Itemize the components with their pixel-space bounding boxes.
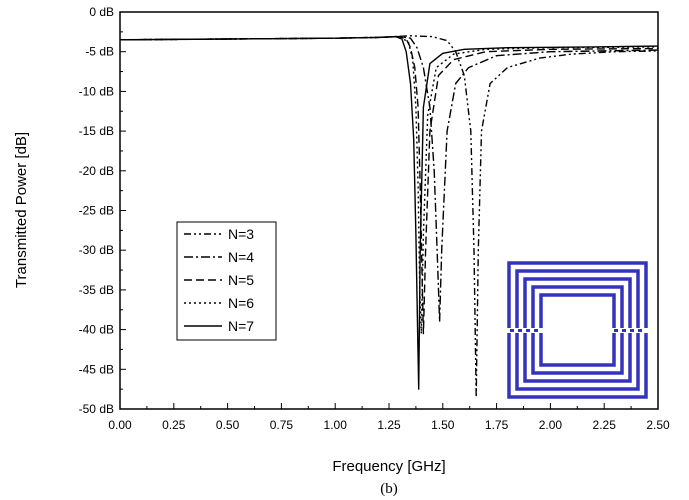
y-tick-label: -40 dB (79, 323, 114, 337)
resonator-ring (531, 285, 624, 375)
resonator-ring (539, 293, 616, 367)
resonator-gap-left (505, 328, 545, 333)
x-axis-title: Frequency [GHz] (332, 458, 445, 475)
resonator-dash (518, 329, 522, 332)
resonator-dash (630, 329, 634, 332)
x-tick-label: 2.00 (539, 418, 563, 432)
y-tick-label: 0 dB (89, 5, 114, 19)
resonator-dash (638, 329, 642, 332)
x-tick-label: 2.50 (646, 418, 670, 432)
x-tick-label: 2.25 (593, 418, 617, 432)
spiral-resonator-inset (505, 261, 650, 399)
y-tick-label: -45 dB (79, 362, 114, 376)
plot-frame (119, 11, 659, 410)
legend: N=3 N=4 N=5 N=6 N=7 (176, 221, 277, 341)
y-axis-title: Transmitted Power [dB] (13, 132, 30, 288)
resonator-dash (510, 329, 514, 332)
y-axis: 0 dB -5 dB -10 dB -15 dB -20 dB -25 dB -30 dB -… (79, 5, 126, 416)
x-axis: 0.00 0.25 0.50 0.75 1.00 1.25 1.50 1.75 2.00 2.25… (108, 403, 670, 432)
legend-box (176, 221, 277, 341)
resonator-dash (622, 329, 626, 332)
legend-label: N=5 (228, 272, 254, 288)
legend-label: N=6 (228, 295, 254, 311)
y-tick-label: -15 dB (79, 124, 114, 138)
y-tick-label: -20 dB (79, 164, 114, 178)
y-tick-label: -5 dB (85, 45, 114, 59)
y-tick-label: -35 dB (79, 283, 114, 297)
resonator-dash (614, 329, 618, 332)
legend-label: N=3 (228, 226, 254, 242)
series-layer (119, 35, 659, 398)
y-tick-label: -30 dB (79, 243, 114, 257)
x-tick-label: 1.75 (485, 418, 509, 432)
y-tick-label: -50 dB (79, 402, 114, 416)
x-tick-label: 1.00 (324, 418, 348, 432)
x-tick-label: 0.50 (216, 418, 240, 432)
x-tick-label: 1.25 (377, 418, 401, 432)
x-tick-label: 1.50 (431, 418, 455, 432)
legend-label: N=4 (228, 249, 254, 265)
resonator-dash (534, 329, 538, 332)
legend-label: N=7 (228, 318, 254, 334)
series-line-n3 (119, 35, 659, 398)
y-tick-label: -10 dB (79, 84, 114, 98)
x-tick-label: 0.00 (108, 418, 132, 432)
resonator-dash (526, 329, 530, 332)
figure-caption: (b) (380, 481, 398, 497)
x-tick-label: 0.75 (270, 418, 294, 432)
series-line-n7 (119, 35, 659, 390)
x-tick-label: 0.25 (162, 418, 186, 432)
y-tick-label: -25 dB (79, 204, 114, 218)
